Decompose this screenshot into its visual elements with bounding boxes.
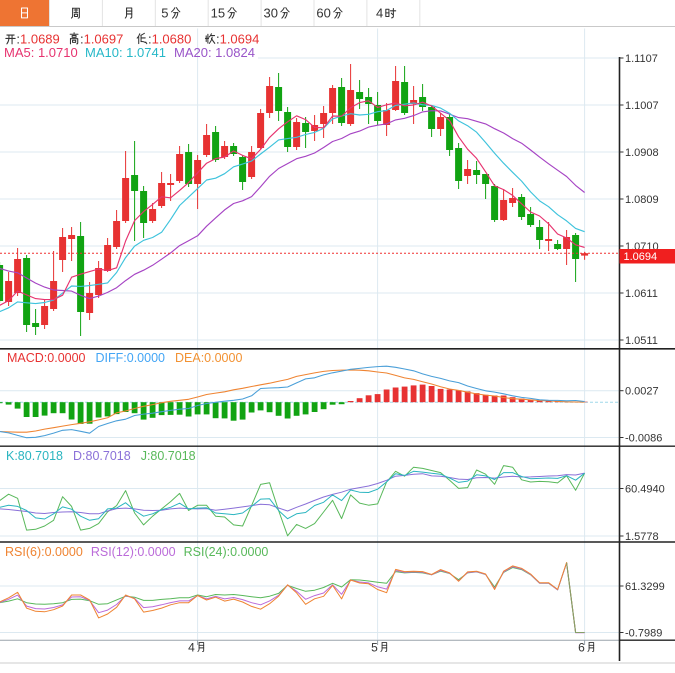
svg-text:30: 30 [264, 6, 278, 21]
svg-text:4: 4 [188, 641, 195, 655]
svg-text:1.0809: 1.0809 [625, 194, 659, 206]
svg-text:1.0511: 1.0511 [625, 335, 658, 347]
svg-text:-0.7989: -0.7989 [625, 628, 662, 640]
svg-text:61.3299: 61.3299 [625, 581, 665, 593]
svg-text:60: 60 [316, 6, 330, 21]
svg-text:-0.0086: -0.0086 [625, 433, 662, 445]
svg-text:MA20: 1.0824: MA20: 1.0824 [174, 45, 255, 60]
svg-text:1.1007: 1.1007 [625, 100, 659, 112]
svg-text:MA5: 1.0710: MA5: 1.0710 [4, 45, 78, 60]
svg-text:1.0694: 1.0694 [624, 251, 658, 263]
svg-text:5: 5 [371, 641, 378, 655]
svg-text:1.5778: 1.5778 [625, 531, 659, 543]
svg-text:60.4940: 60.4940 [625, 484, 665, 496]
svg-text:4: 4 [376, 6, 383, 21]
svg-text:MA10: 1.0741: MA10: 1.0741 [85, 45, 166, 60]
svg-text:1.0908: 1.0908 [625, 147, 659, 159]
svg-text:6: 6 [578, 641, 585, 655]
svg-text:1.0611: 1.0611 [625, 288, 658, 300]
svg-text:15: 15 [211, 6, 225, 21]
svg-text:1.1107: 1.1107 [625, 53, 658, 65]
svg-text:0.0027: 0.0027 [625, 386, 659, 398]
svg-text:5: 5 [161, 6, 168, 21]
